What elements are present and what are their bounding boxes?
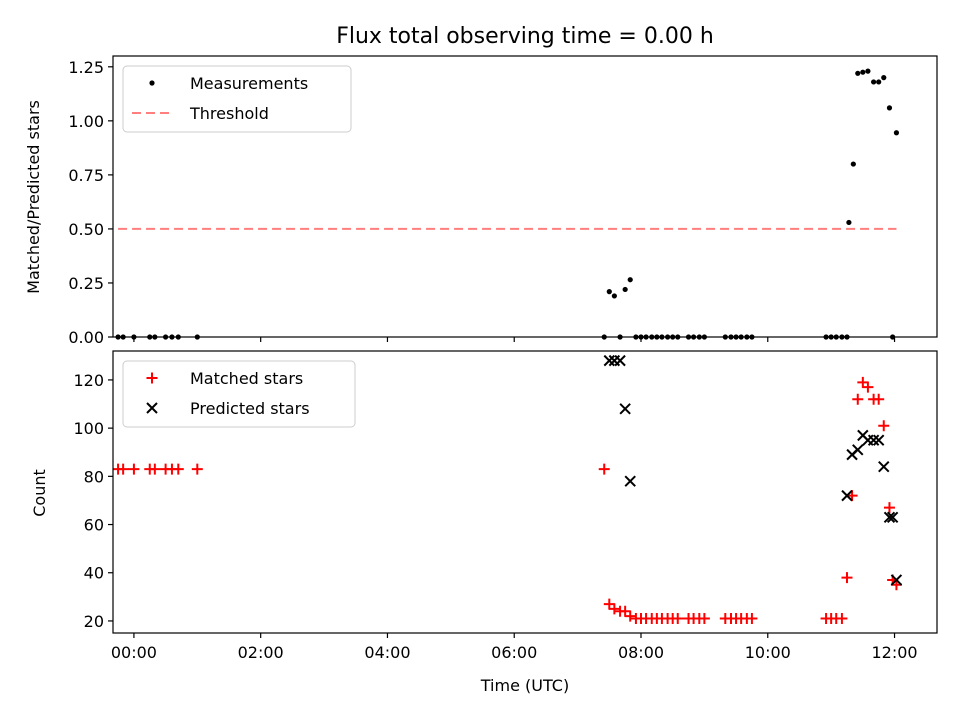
series-matched-stars xyxy=(112,376,902,625)
data-point xyxy=(865,68,871,74)
legend-entry: Matched stars xyxy=(190,369,303,388)
data-point xyxy=(857,376,869,388)
count-y-axis-label: Count xyxy=(30,469,49,517)
legend-entry: Threshold xyxy=(189,104,269,123)
data-point xyxy=(627,277,633,283)
series-measurements xyxy=(115,68,900,340)
legend-box xyxy=(122,360,356,428)
data-point xyxy=(608,603,620,615)
y-tick-label: 40 xyxy=(84,564,104,583)
data-point xyxy=(872,434,885,446)
y-tick-label: 60 xyxy=(84,516,104,535)
y-tick-label: 1.00 xyxy=(68,112,104,131)
y-tick-label: 20 xyxy=(84,612,104,631)
data-point xyxy=(871,79,877,85)
y-tick-label: 0.75 xyxy=(68,166,104,185)
legend-marker-swatch xyxy=(146,402,158,414)
data-point xyxy=(622,286,628,293)
data-point xyxy=(172,463,184,475)
data-point xyxy=(878,420,890,432)
x-tick-label: 10:00 xyxy=(745,643,791,662)
data-point xyxy=(881,75,887,81)
data-point xyxy=(128,463,140,475)
data-point xyxy=(598,463,610,475)
data-point xyxy=(867,434,880,446)
x-tick-label: 12:00 xyxy=(871,643,917,662)
data-point xyxy=(603,598,615,610)
data-point xyxy=(149,463,161,475)
data-point xyxy=(841,489,853,502)
legend-marker-swatch xyxy=(146,372,158,384)
data-point xyxy=(624,610,636,622)
x-tick-label: 08:00 xyxy=(618,643,664,662)
ratio-panel: 0.00 0.25 0.50 0.75 1.00 1.25 Measurements Thre… xyxy=(68,55,938,347)
y-tick-label: 0.50 xyxy=(68,220,104,239)
data-point xyxy=(624,475,636,487)
x-tick-label: 04:00 xyxy=(364,643,410,662)
legend: Matched stars Predicted stars xyxy=(122,360,356,428)
data-point xyxy=(619,403,631,415)
x-tick-label: 00:00 xyxy=(111,643,157,662)
data-point xyxy=(890,574,903,586)
data-point xyxy=(606,289,612,295)
x-tick-label: 02:00 xyxy=(238,643,284,662)
x-axis-label: Time (UTC) xyxy=(480,676,569,695)
legend-entry: Predicted stars xyxy=(190,399,310,418)
data-point xyxy=(893,130,900,136)
chart-title: Flux total observing time = 0.00 h xyxy=(336,24,714,49)
legend-box xyxy=(122,65,352,133)
legend: Measurements Threshold xyxy=(122,65,352,133)
data-point xyxy=(117,463,129,475)
data-point xyxy=(860,69,866,75)
data-point xyxy=(852,393,864,405)
series-predicted-stars xyxy=(603,354,903,586)
y-tick-label: 120 xyxy=(73,371,104,390)
y-tick-label: 0.00 xyxy=(68,328,104,347)
data-point xyxy=(746,613,758,625)
data-point xyxy=(614,354,626,367)
data-point xyxy=(846,219,852,226)
y-tick-label: 80 xyxy=(84,467,104,486)
plot-frame xyxy=(112,55,938,338)
data-point xyxy=(862,381,874,393)
y-tick-label: 100 xyxy=(73,419,104,438)
data-point xyxy=(855,70,861,76)
count-panel: 20 40 60 80 100 120 00:00 02:00 04:00 06:00 08:00 1… xyxy=(73,350,938,662)
data-point xyxy=(850,161,856,167)
data-point xyxy=(873,393,885,405)
data-point xyxy=(672,613,684,625)
data-point xyxy=(852,444,864,456)
data-point xyxy=(836,613,848,625)
data-point xyxy=(876,79,882,85)
data-point xyxy=(603,354,616,367)
data-point xyxy=(619,605,631,617)
data-point xyxy=(841,572,853,584)
data-point xyxy=(611,293,617,299)
data-point xyxy=(886,511,899,524)
x-tick-label: 06:00 xyxy=(491,643,537,662)
legend-marker-swatch xyxy=(149,80,155,86)
plot-frame xyxy=(112,350,938,634)
ratio-y-axis-label: Matched/Predicted stars xyxy=(24,100,43,294)
y-tick-label: 0.25 xyxy=(68,274,104,293)
data-point xyxy=(886,105,893,111)
data-point xyxy=(883,511,896,524)
data-point xyxy=(191,463,203,475)
y-tick-label: 1.25 xyxy=(68,58,104,77)
data-point xyxy=(883,502,895,514)
data-point xyxy=(698,613,710,625)
data-point xyxy=(878,460,890,473)
legend-entry: Measurements xyxy=(190,74,308,93)
